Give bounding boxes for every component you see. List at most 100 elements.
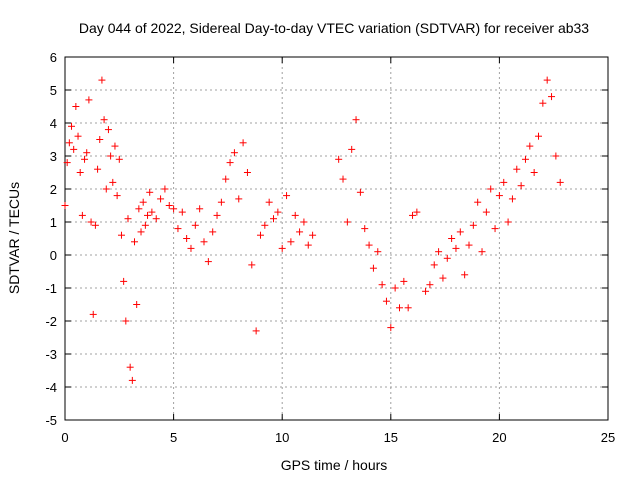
data-point <box>63 159 71 167</box>
y-tick-label: 2 <box>50 182 57 197</box>
data-point <box>133 301 141 308</box>
data-point <box>187 244 195 252</box>
data-point <box>128 376 136 384</box>
data-point <box>348 145 356 153</box>
data-point <box>115 155 123 163</box>
data-point <box>413 208 421 216</box>
data-point <box>85 96 93 104</box>
data-point <box>339 175 347 183</box>
data-point <box>230 149 238 157</box>
data-point <box>365 241 373 249</box>
data-point <box>209 228 217 236</box>
data-point <box>508 195 516 203</box>
data-point <box>68 122 76 130</box>
x-tick-label: 15 <box>384 430 398 445</box>
data-point <box>70 145 78 153</box>
data-point <box>81 155 89 163</box>
data-point <box>552 152 560 160</box>
x-tick-label: 5 <box>170 430 177 445</box>
data-point <box>426 281 434 289</box>
axis-ticks: 0 5 10 15 20 25 -5 -4 -3 -2 -1 0 1 2 3 4 5 6 <box>45 50 615 445</box>
data-point <box>135 205 143 213</box>
data-point <box>248 261 256 269</box>
data-point <box>126 363 134 371</box>
y-tick-label: -4 <box>45 380 57 395</box>
data-point <box>283 192 291 200</box>
data-point <box>439 274 447 282</box>
data-point <box>430 261 438 269</box>
data-point <box>144 211 152 219</box>
data-point <box>521 155 529 163</box>
data-point <box>148 208 156 216</box>
data-point <box>361 225 369 233</box>
data-point <box>400 277 408 285</box>
data-point <box>87 218 95 226</box>
data-point <box>96 136 104 143</box>
data-point <box>556 178 564 186</box>
data-point <box>278 244 286 252</box>
data-point <box>369 264 377 272</box>
data-point <box>152 215 160 223</box>
y-tick-label: 3 <box>50 149 57 164</box>
data-point <box>504 218 512 226</box>
data-point <box>74 132 82 140</box>
data-point <box>387 324 395 332</box>
grid-lines <box>65 57 608 420</box>
data-point <box>300 218 308 226</box>
data-point <box>448 235 456 242</box>
data-point <box>76 169 84 176</box>
y-tick-label: 4 <box>50 116 57 131</box>
data-point <box>222 175 230 183</box>
data-point <box>120 277 128 285</box>
data-point <box>161 185 169 193</box>
data-point <box>343 218 351 226</box>
data-point <box>252 327 260 335</box>
x-tick-label: 20 <box>492 430 506 445</box>
data-point <box>83 149 91 157</box>
data-point <box>261 221 269 229</box>
data-point <box>530 169 538 176</box>
data-point <box>109 178 117 186</box>
data-point <box>61 202 69 209</box>
data-point <box>217 198 225 206</box>
x-tick-label: 25 <box>601 430 615 445</box>
data-point <box>139 198 147 206</box>
y-tick-label: -5 <box>45 413 57 428</box>
data-point <box>495 192 503 200</box>
y-tick-label: -3 <box>45 347 57 362</box>
data-point <box>534 132 542 140</box>
data-point <box>482 208 490 216</box>
y-tick-label: 6 <box>50 50 57 65</box>
data-point <box>404 304 412 312</box>
data-point <box>65 139 73 147</box>
data-point <box>204 258 212 266</box>
data-point <box>548 93 556 101</box>
data-point <box>100 116 108 124</box>
data-point <box>265 198 273 206</box>
data-point <box>374 248 382 256</box>
data-point <box>243 169 251 176</box>
x-axis-label: GPS time / hours <box>281 457 388 473</box>
data-point <box>141 221 149 229</box>
data-point <box>461 271 469 279</box>
x-tick-label: 10 <box>275 430 289 445</box>
data-point <box>183 235 191 242</box>
data-point <box>456 228 464 236</box>
data-point <box>122 317 130 325</box>
data-point <box>124 215 132 223</box>
data-point <box>526 142 534 150</box>
data-point <box>469 221 477 229</box>
y-tick-label: -2 <box>45 314 57 329</box>
data-point <box>235 195 243 203</box>
data-point <box>539 99 547 107</box>
x-tick-label: 0 <box>61 430 68 445</box>
y-tick-label: -1 <box>45 281 57 296</box>
data-points <box>61 76 564 384</box>
y-tick-label: 5 <box>50 83 57 98</box>
data-point <box>102 185 110 193</box>
data-point <box>89 310 97 318</box>
data-point <box>174 225 182 233</box>
data-point <box>291 211 299 219</box>
data-point <box>356 188 364 196</box>
